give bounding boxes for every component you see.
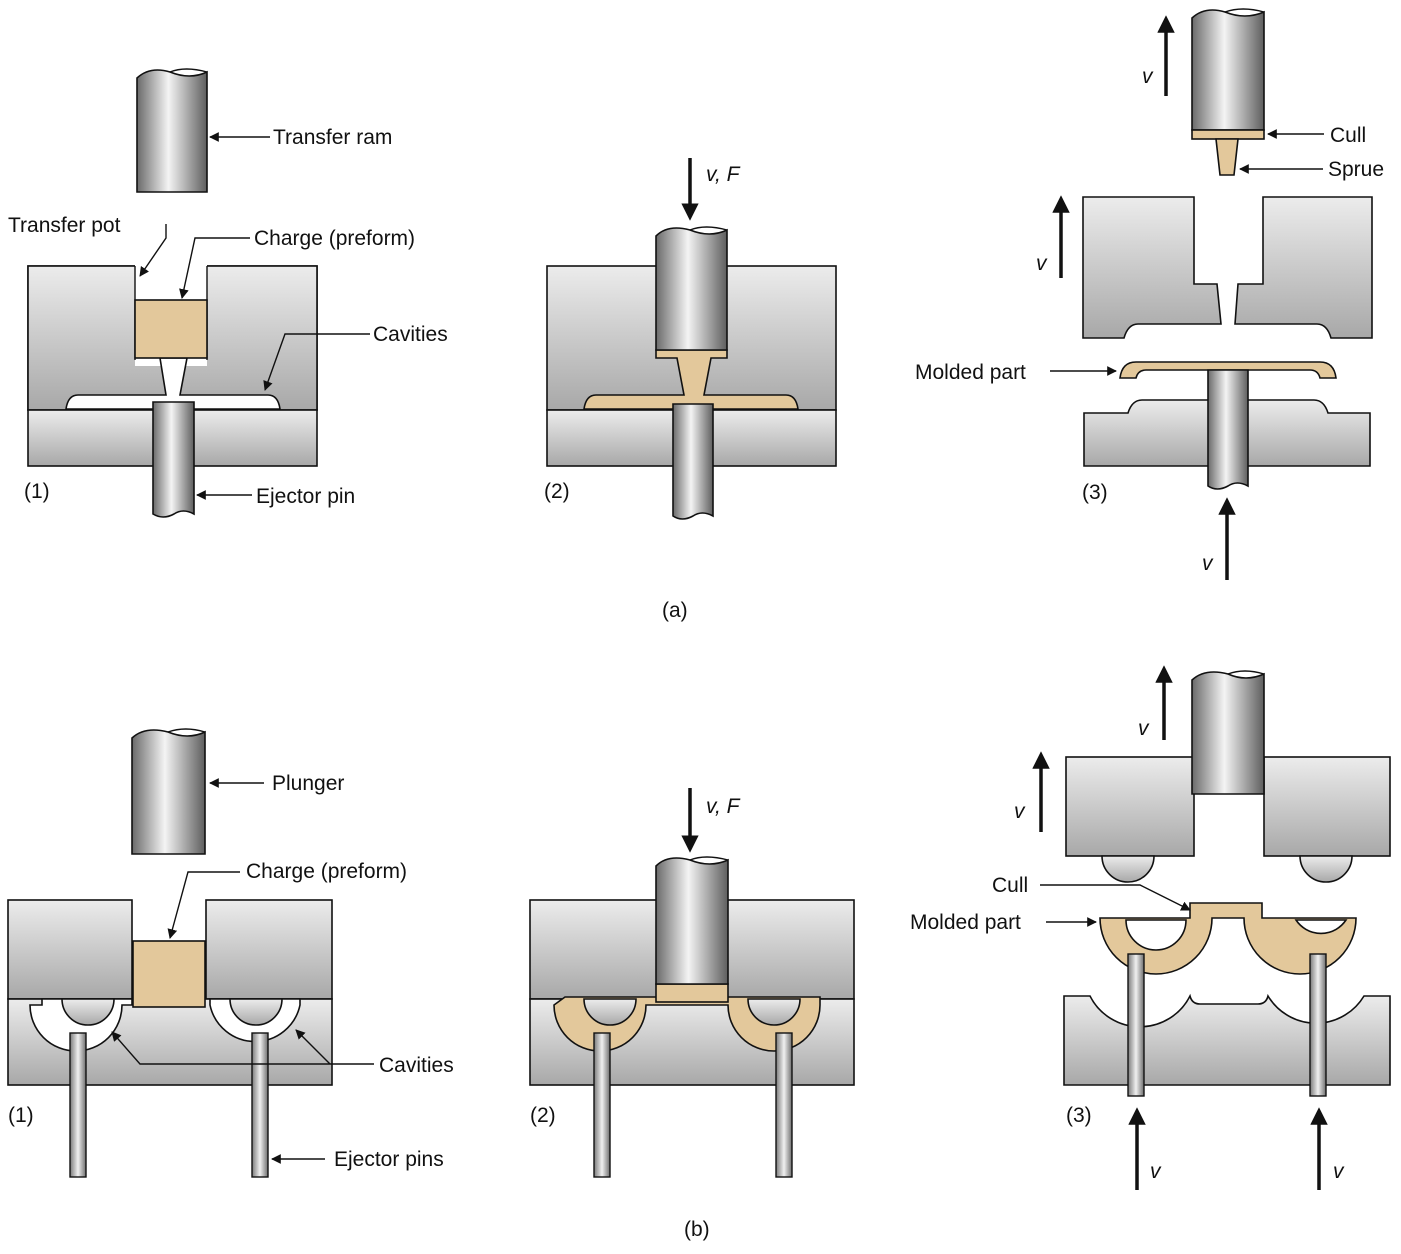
b3-die-velocity-label: v (1014, 800, 1026, 823)
a2-step-number: (2) (544, 480, 570, 503)
b1-plunger-label: Plunger (272, 772, 344, 795)
b2-force-label: v, F (706, 795, 741, 818)
b3-ejector-pin-right (1309, 953, 1327, 1097)
b1-plunger (131, 729, 206, 855)
b3-ejector-pin-left (1127, 953, 1145, 1097)
b3-plunger (1191, 671, 1265, 795)
part-b-caption: (b) (684, 1218, 710, 1241)
a1-step-number: (1) (24, 480, 50, 503)
a-step1: Transfer ram Transfer pot Charge (prefor… (8, 68, 448, 518)
a3-sprue (1215, 138, 1239, 176)
b1-charge (132, 940, 206, 1008)
b1-ejector-pin-right (251, 1032, 269, 1178)
a3-ejector-pin (1207, 369, 1249, 490)
b3-pin-velocity-right-label: v (1333, 1160, 1345, 1183)
a2-ejector-pin (672, 403, 714, 520)
a-step2: v, F (2) (544, 158, 837, 520)
b2-ejector-pin-left (593, 1032, 611, 1178)
b-step1: Plunger Charge (preform) Cavities Ejecto… (7, 728, 454, 1178)
a1-cavities-label: Cavities (373, 323, 448, 346)
a3-step-number: (3) (1082, 481, 1108, 504)
b3-plunger-velocity-label: v (1138, 717, 1150, 740)
a-step3: v Cull Sprue v Molded part v (3) (915, 8, 1384, 580)
b3-molded-part-label: Molded part (910, 911, 1021, 934)
a3-upper-die-right (1234, 196, 1373, 339)
b1-upper-die-right (205, 899, 333, 1000)
a3-ram-velocity-label: v (1142, 65, 1154, 88)
b2-step-number: (2) (530, 1104, 556, 1127)
b2-ejector-pin-right (775, 1032, 793, 1178)
a3-upper-die-left (1082, 196, 1222, 339)
b-step2: v, F (2) (529, 788, 855, 1178)
a1-ejector-pin (152, 401, 195, 518)
a3-pin-velocity-label: v (1202, 552, 1214, 575)
a1-charge (134, 299, 208, 359)
a3-sprue-label: Sprue (1328, 158, 1384, 181)
a2-force-label: v, F (706, 163, 741, 186)
a3-molded-part-label: Molded part (915, 361, 1026, 384)
b1-step-number: (1) (8, 1104, 34, 1127)
a3-transfer-ram (1191, 9, 1265, 131)
b1-cavities-label: Cavities (379, 1054, 454, 1077)
a1-ejector-pin-label: Ejector pin (256, 485, 355, 508)
a1-transfer-ram (136, 69, 208, 193)
b1-ejector-pin-left (69, 1032, 87, 1178)
b3-lower-die (1063, 993, 1391, 1086)
a3-cull (1191, 129, 1265, 140)
a1-transfer-pot-label: Transfer pot (8, 214, 121, 237)
b1-ejector-pins-label: Ejector pins (334, 1148, 444, 1171)
b-step3: v v Cull Molded part v v (3) (910, 665, 1391, 1190)
b3-pin-velocity-left-label: v (1150, 1160, 1162, 1183)
b1-charge-label: Charge (preform) (246, 860, 407, 883)
a3-die-velocity-label: v (1036, 252, 1048, 275)
a2-molded-charge (583, 349, 799, 410)
a3-cull-label: Cull (1330, 124, 1366, 147)
b3-cull-label: Cull (992, 874, 1028, 897)
a1-transfer-ram-label: Transfer ram (273, 126, 392, 149)
b1-upper-die-left (7, 899, 133, 1000)
part-a-caption: (a) (662, 599, 688, 622)
b3-step-number: (3) (1066, 1104, 1092, 1127)
b3-upper-die-right (1263, 756, 1391, 857)
a2-transfer-ram (655, 227, 728, 351)
a1-charge-label: Charge (preform) (254, 227, 415, 250)
b3-upper-die-left (1065, 756, 1195, 857)
b2-plunger (655, 857, 729, 985)
